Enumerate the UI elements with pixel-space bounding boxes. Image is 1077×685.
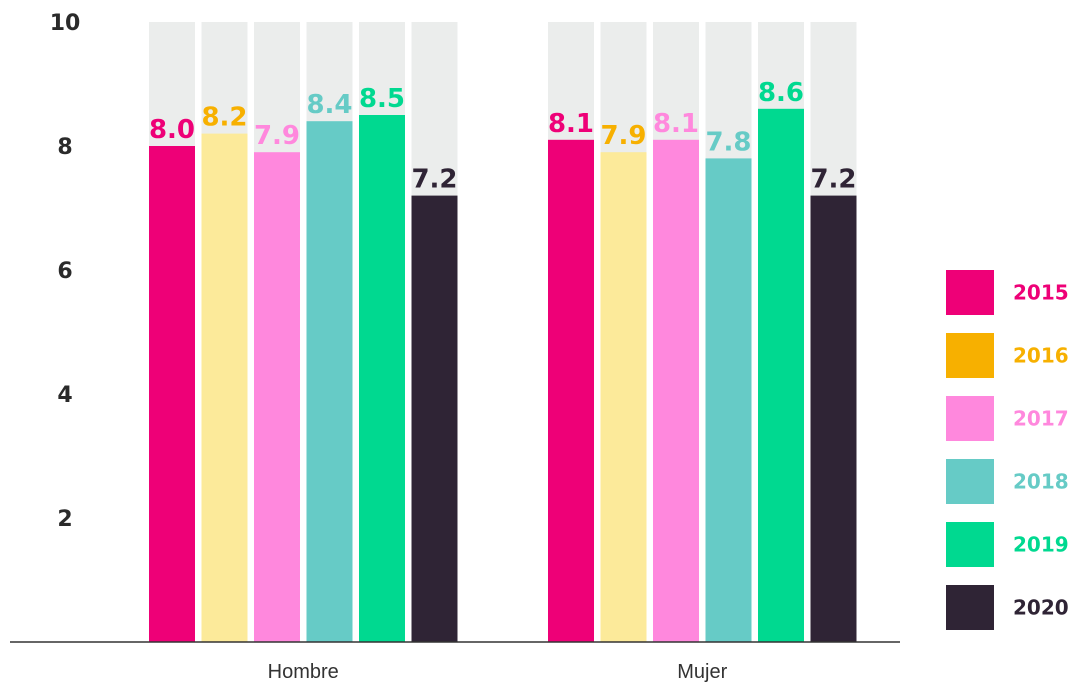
legend-swatch-2016 (946, 333, 994, 378)
data-bars (149, 108, 857, 643)
data-label: 8.6 (758, 78, 804, 108)
legend-label: 2018 (1013, 470, 1069, 494)
bar-mujer-2016 (600, 152, 647, 642)
bar-hombre-2020 (411, 195, 458, 642)
data-label: 8.1 (653, 109, 699, 139)
legend-label: 2016 (1013, 344, 1069, 368)
bar-hombre-2018 (306, 121, 353, 642)
data-label: 7.8 (705, 127, 751, 157)
data-label: 8.0 (149, 115, 195, 145)
legend-label: 2019 (1013, 533, 1069, 557)
legend-swatch-2018 (946, 459, 994, 504)
data-label: 7.2 (411, 165, 457, 195)
data-label: 8.1 (548, 109, 594, 139)
bar-hombre-2015 (149, 146, 195, 642)
x-category-label: Mujer (677, 661, 727, 683)
bar-hombre-2017 (254, 152, 300, 642)
x-axis-categories: Hombre Mujer (268, 661, 728, 683)
legend-label: 2020 (1013, 596, 1069, 620)
data-label: 7.9 (600, 121, 646, 151)
data-label: 7.2 (810, 165, 856, 195)
legend-label: 2017 (1013, 407, 1069, 431)
y-tick-label: 2 (57, 507, 72, 532)
x-category-label: Hombre (268, 661, 339, 683)
legend-swatch-2020 (946, 585, 994, 630)
data-label: 7.9 (254, 121, 300, 151)
data-labels: 8.0 8.27.98.4 8.57.28.1 7.9 8.17.88.67.2 (149, 78, 857, 195)
bar-hombre-2016 (201, 133, 248, 642)
data-label: 8.5 (359, 84, 405, 114)
data-label: 8.2 (201, 103, 247, 133)
data-label: 8.4 (306, 90, 352, 120)
bar-mujer-2018 (705, 158, 752, 642)
bar-mujer-2019 (758, 108, 804, 643)
bar-mujer-2015 (548, 139, 594, 643)
y-tick-label: 4 (57, 383, 72, 408)
legend-swatch-2017 (946, 396, 994, 441)
legend-label: 2015 (1013, 281, 1069, 305)
y-tick-label: 6 (57, 259, 72, 284)
bar-mujer-2017 (653, 139, 699, 643)
y-tick-label: 10 (50, 11, 81, 36)
legend-swatch-2015 (946, 270, 994, 315)
y-axis-ticks: 2 4 6 8 10 (50, 11, 81, 532)
legend-swatch-2019 (946, 522, 994, 567)
bar-mujer-2020 (810, 195, 857, 642)
legend: 2015 2016 2017 2018 2019 2020 (946, 270, 1069, 630)
bar-hombre-2019 (359, 115, 405, 642)
y-tick-label: 8 (57, 135, 72, 160)
